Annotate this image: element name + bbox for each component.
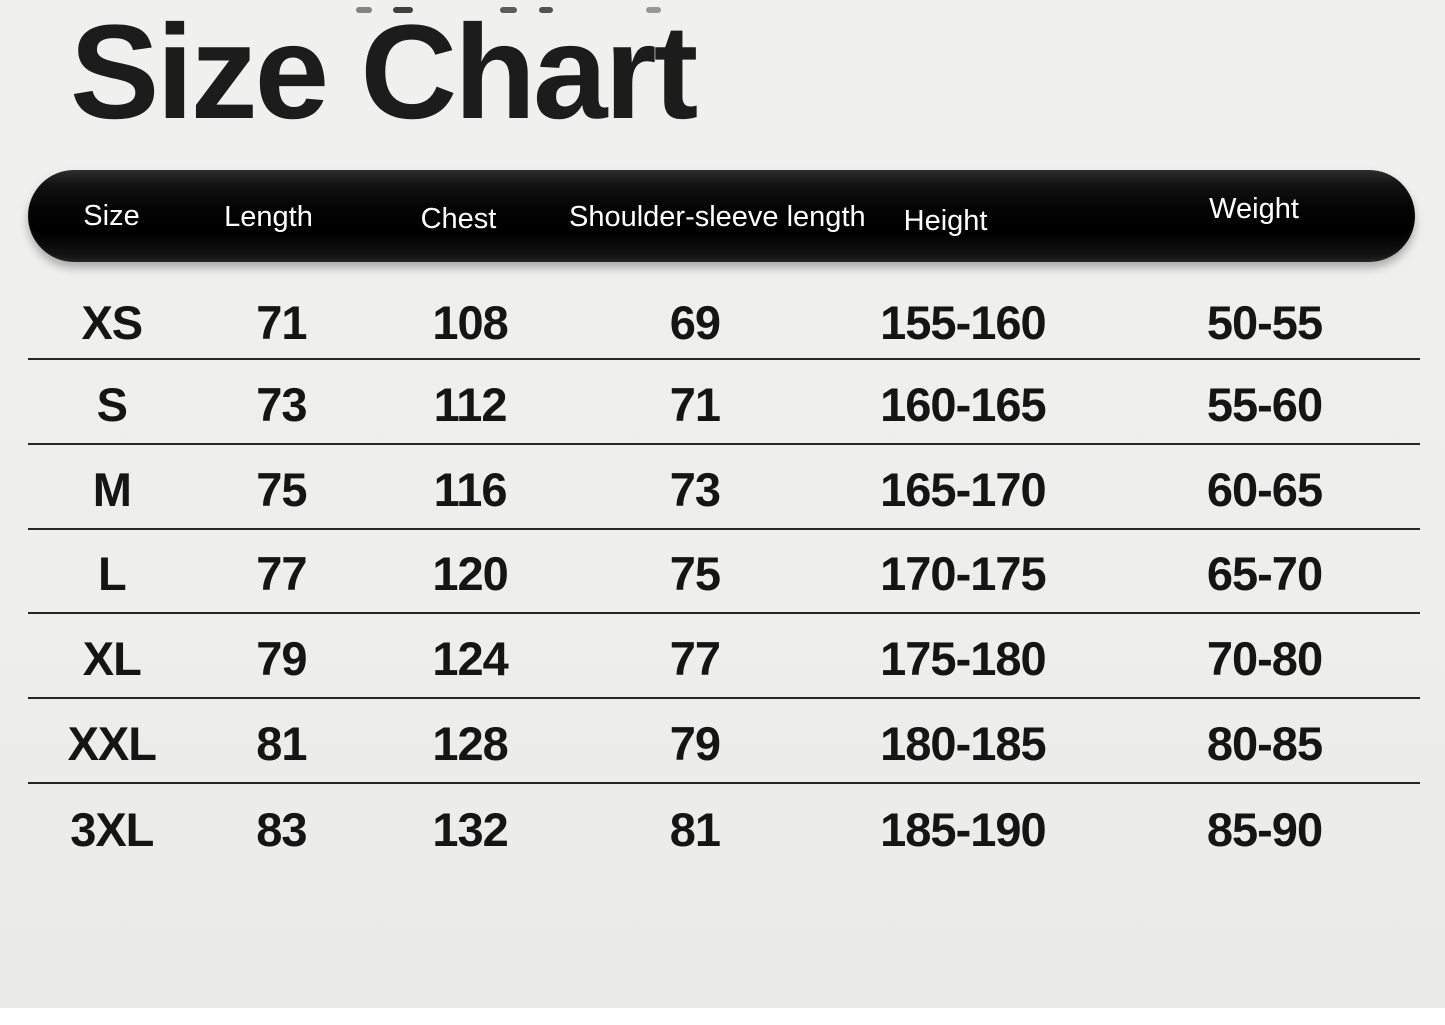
- cell-length: 77: [256, 547, 307, 601]
- table-row: S 73 112 71 160-165 55-60: [28, 360, 1420, 445]
- artifact-dash: [356, 7, 372, 13]
- cell-size: M: [92, 462, 132, 516]
- cell-size: S: [96, 377, 128, 431]
- cell-chest: 120: [432, 547, 508, 601]
- bottom-white-margin: [0, 1008, 1445, 1025]
- cell-shoulder-sleeve-length: 79: [669, 717, 721, 771]
- artifact-dash: [539, 7, 553, 13]
- table-header-bar: Size Length Chest Shoulder-sleeve length…: [28, 170, 1415, 262]
- cell-size: L: [97, 547, 127, 601]
- cell-weight: 80-85: [1206, 717, 1323, 771]
- cell-length: 81: [256, 717, 307, 771]
- cell-height: 155-160: [880, 296, 1047, 349]
- column-header-weight: Weight: [1209, 192, 1299, 225]
- cell-weight: 55-60: [1206, 377, 1323, 431]
- column-header-shoulder-sleeve-length: Shoulder-sleeve length: [568, 200, 866, 233]
- cell-chest: 128: [432, 717, 508, 771]
- cell-height: 160-165: [880, 377, 1047, 431]
- cell-length: 71: [256, 296, 307, 349]
- cell-chest: 108: [432, 296, 508, 349]
- column-header-chest: Chest: [420, 202, 497, 235]
- table-row: 3XL 83 132 81 185-190 85-90: [28, 784, 1420, 869]
- cell-size: XL: [82, 632, 142, 686]
- cell-length: 83: [256, 802, 307, 856]
- cell-shoulder-sleeve-length: 77: [669, 632, 721, 686]
- cell-weight: 85-90: [1206, 802, 1323, 856]
- table-row: XS 71 108 69 155-160 50-55: [28, 265, 1420, 360]
- cell-length: 79: [256, 632, 307, 686]
- table-row: XL 79 124 77 175-180 70-80: [28, 614, 1420, 700]
- table-row: L 77 120 75 170-175 65-70: [28, 530, 1420, 615]
- cell-weight: 65-70: [1206, 547, 1323, 601]
- page-title: Size Chart: [70, 0, 698, 147]
- cell-length: 73: [256, 377, 307, 431]
- artifact-dash: [500, 7, 517, 13]
- cell-chest: 116: [433, 462, 508, 516]
- artifact-dash: [393, 7, 413, 13]
- cell-shoulder-sleeve-length: 73: [669, 462, 721, 516]
- cell-weight: 50-55: [1206, 296, 1323, 349]
- cell-chest: 124: [432, 632, 508, 686]
- cell-weight: 60-65: [1206, 462, 1323, 516]
- cell-shoulder-sleeve-length: 81: [669, 802, 721, 856]
- cell-height: 175-180: [880, 632, 1047, 686]
- cell-length: 75: [256, 462, 307, 516]
- size-table-body: XS 71 108 69 155-160 50-55 S 73 112 71 160-165 55-6…: [28, 265, 1420, 869]
- column-header-size: Size: [83, 199, 140, 232]
- cell-chest: 112: [433, 377, 508, 431]
- cell-height: 185-190: [880, 802, 1047, 856]
- cell-height: 165-170: [880, 462, 1047, 516]
- table-row: XXL 81 128 79 180-185 80-85: [28, 699, 1420, 784]
- cell-weight: 70-80: [1206, 632, 1323, 686]
- artifact-dash: [646, 7, 661, 13]
- cell-chest: 132: [432, 802, 508, 856]
- cell-size: XS: [81, 296, 143, 349]
- cell-size: 3XL: [70, 802, 154, 856]
- cell-height: 170-175: [880, 547, 1047, 601]
- cell-height: 180-185: [880, 717, 1047, 771]
- column-header-height: Height: [903, 204, 988, 237]
- cell-shoulder-sleeve-length: 71: [669, 377, 721, 431]
- cell-size: XXL: [67, 717, 157, 771]
- cell-shoulder-sleeve-length: 75: [669, 547, 721, 601]
- table-row: M 75 116 73 165-170 60-65: [28, 445, 1420, 530]
- cell-shoulder-sleeve-length: 69: [669, 296, 721, 349]
- column-header-length: Length: [224, 200, 313, 233]
